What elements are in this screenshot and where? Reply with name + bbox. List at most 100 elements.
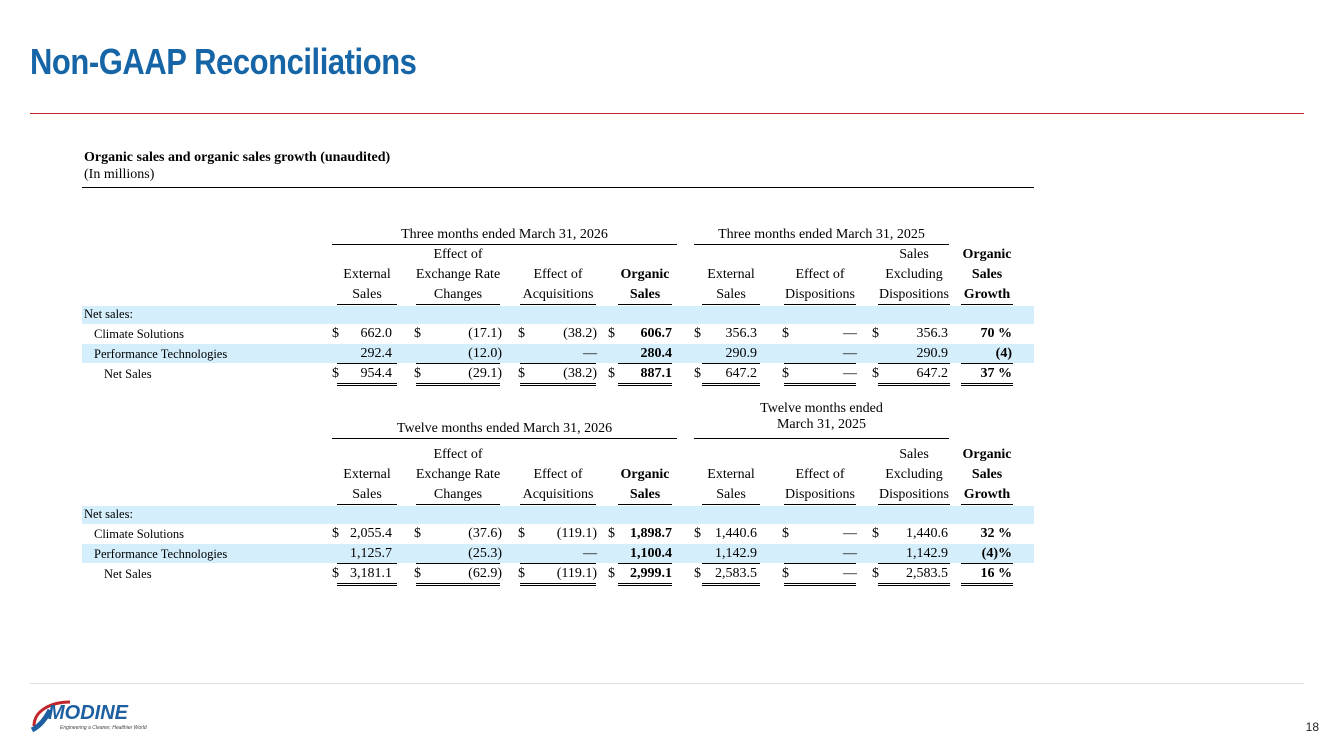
column-header-line: Organic	[620, 267, 670, 282]
currency-symbol: $	[518, 326, 525, 341]
total-double-underline	[878, 383, 950, 386]
row-label: Climate Solutions	[94, 527, 184, 541]
column-header: Effect of Acquisitions	[516, 265, 600, 305]
subtotal-underline	[784, 363, 856, 364]
table-cell: 1,125.7	[350, 546, 392, 561]
column-header-line: Sales	[629, 287, 661, 302]
column-header-line: Sales	[899, 447, 929, 462]
column-header: Organic Sales Growth	[957, 245, 1017, 305]
table-cell: (38.2)	[563, 366, 597, 381]
table-cell: 292.4	[360, 346, 393, 361]
total-double-underline	[416, 383, 500, 386]
column-header-line: External	[707, 267, 755, 282]
table-cell: 3,181.1	[350, 566, 392, 581]
column-header: Effect of Acquisitions	[516, 465, 600, 505]
column-header-line: Dispositions	[784, 287, 855, 302]
column-header-line: Changes	[433, 487, 483, 502]
report-heading: Organic sales and organic sales growth (…	[84, 149, 390, 183]
table-cell: —	[843, 566, 857, 581]
column-header: External Sales	[698, 265, 764, 305]
column-header-line: Dispositions	[878, 287, 949, 302]
table-cell: 32 %	[980, 526, 1013, 541]
heading-divider	[82, 187, 1034, 188]
currency-symbol: $	[694, 526, 701, 541]
currency-symbol: $	[872, 566, 879, 581]
column-header-underline	[337, 304, 397, 305]
table-cell: 662.0	[360, 326, 393, 341]
row-label: Performance Technologies	[94, 347, 228, 361]
table-cell: 70 %	[980, 326, 1013, 341]
column-header: Effect of Dispositions	[780, 265, 860, 305]
table-heading: Organic sales and organic sales growth (…	[84, 150, 391, 165]
table-cell: —	[843, 366, 857, 381]
column-header-line: Organic	[962, 247, 1012, 262]
group-header-current-period: Twelve months ended March 31, 2026	[396, 421, 613, 436]
row-label: Climate Solutions	[94, 327, 184, 341]
subtotal-underline	[416, 363, 500, 364]
column-header: External Sales	[333, 465, 401, 505]
column-header-line: Growth	[963, 287, 1011, 302]
total-double-underline	[618, 583, 672, 586]
column-header: Effect of Exchange Rate Changes	[412, 245, 504, 305]
total-double-underline	[702, 583, 760, 586]
total-double-underline	[784, 583, 856, 586]
table-cell: (29.1)	[468, 366, 502, 381]
table-subheading: (In millions)	[84, 167, 155, 182]
table-cell: 356.3	[916, 326, 949, 341]
currency-symbol: $	[518, 366, 525, 381]
column-header: Organic Sales	[614, 465, 676, 505]
currency-symbol: $	[518, 566, 525, 581]
table-cell: —	[843, 546, 857, 561]
table-cell: 1,142.9	[906, 546, 948, 561]
table-cell: (38.2)	[563, 326, 597, 341]
column-header-line: Growth	[963, 487, 1011, 502]
total-double-underline	[961, 383, 1013, 386]
column-header-underline	[961, 504, 1013, 505]
group-header-underline	[694, 438, 949, 439]
table-cell: 1,440.6	[906, 526, 948, 541]
column-header-line: Dispositions	[878, 487, 949, 502]
total-double-underline	[337, 583, 397, 586]
logo-swoosh-icon	[30, 700, 71, 733]
table-cell: (37.6)	[468, 526, 502, 541]
column-header-underline	[618, 304, 672, 305]
subtotal-underline	[416, 563, 500, 564]
column-header-line: Excluding	[885, 467, 943, 482]
column-header-line: External	[707, 467, 755, 482]
total-double-underline	[520, 583, 596, 586]
column-header-underline	[618, 504, 672, 505]
currency-symbol: $	[782, 366, 789, 381]
column-header-line: Effect of	[795, 267, 845, 282]
table-cell: (12.0)	[468, 346, 502, 361]
row-band	[82, 306, 1034, 324]
subtotal-underline	[520, 363, 596, 364]
table-cell: (17.1)	[468, 326, 502, 341]
subtotal-underline	[520, 563, 596, 564]
column-header-line: Sales	[716, 287, 746, 302]
group-header-prior-period: Three months ended March 31, 2025	[718, 227, 925, 242]
column-header-line: Sales	[716, 487, 746, 502]
title-divider	[30, 113, 1304, 114]
column-header-line: Acquisitions	[522, 287, 594, 302]
table-cell: 2,999.1	[630, 566, 672, 581]
section-label: Net sales:	[84, 307, 133, 321]
column-header: Effect of Exchange Rate Changes	[412, 445, 504, 505]
column-header: External Sales	[333, 265, 401, 305]
column-header-underline	[961, 304, 1013, 305]
currency-symbol: $	[608, 326, 615, 341]
table-cell: —	[843, 326, 857, 341]
column-header-underline	[878, 304, 950, 305]
subtotal-underline	[702, 363, 760, 364]
table-cell: (62.9)	[468, 566, 502, 581]
table-cell: 1,440.6	[715, 526, 757, 541]
column-header-line: Sales	[629, 487, 661, 502]
column-header: Organic Sales	[614, 265, 676, 305]
subtotal-underline	[961, 363, 1013, 364]
page-number: 18	[1305, 720, 1319, 734]
column-header-line: Exchange Rate	[415, 467, 501, 482]
table-cell: 2,055.4	[350, 526, 392, 541]
column-header-line: Sales	[352, 487, 382, 502]
table-cell: (119.1)	[556, 526, 597, 541]
currency-symbol: $	[332, 326, 339, 341]
row-label: Performance Technologies	[94, 547, 228, 561]
